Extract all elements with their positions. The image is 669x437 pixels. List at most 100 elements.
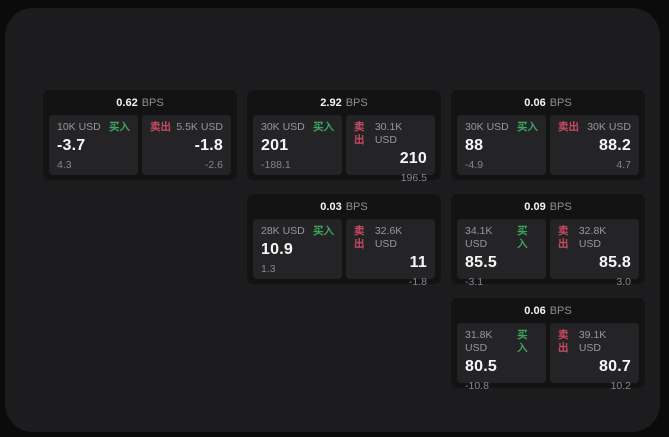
buy-side-label: 买入 — [517, 121, 538, 133]
sell-quote-tile[interactable]: 卖出 5.5K USD -1.8 -2.6 — [142, 115, 231, 175]
spread-header: 0.62 BPS — [43, 90, 237, 115]
buy-side-label: 买入 — [313, 121, 334, 133]
buy-change: 4.3 — [57, 159, 72, 171]
sell-side-label: 卖出 — [150, 121, 171, 133]
bps-value: 0.06 — [524, 96, 546, 109]
quote-body: 10K USD 买入 -3.7 4.3 卖出 5.5K USD -1.8 -2.… — [43, 115, 237, 175]
sell-amount: 39.1K USD — [578, 329, 607, 354]
buy-change: -10.8 — [465, 380, 489, 392]
app-canvas: 0.62 BPS 10K USD 买入 -3.7 4.3 卖出 5.5K USD… — [5, 8, 660, 432]
buy-tile-header: 34.1K USD 买入 — [465, 225, 538, 251]
buy-quote-tile[interactable]: 30K USD 买入 201 -188.1 — [253, 115, 342, 175]
buy-amount: 34.1K USD — [465, 225, 493, 250]
buy-change: -3.1 — [465, 276, 484, 288]
quote-card: 0.62 BPS 10K USD 买入 -3.7 4.3 卖出 5.5K USD… — [43, 90, 237, 180]
sell-price: 80.7 — [599, 358, 631, 375]
spread-header: 0.06 BPS — [451, 90, 645, 115]
buy-amount: 30K USD — [261, 121, 305, 133]
sell-change: 4.7 — [616, 159, 631, 171]
sell-change: -1.8 — [408, 276, 427, 288]
spread-header: 2.92 BPS — [247, 90, 441, 115]
sell-side-label: 卖出 — [558, 121, 579, 133]
sell-quote-tile[interactable]: 卖出 32.6K USD 11 -1.8 — [346, 219, 435, 288]
buy-side-label: 买入 — [517, 225, 528, 250]
sell-tile-header: 卖出 30.1K USD — [354, 121, 427, 147]
buy-change: 1.3 — [261, 263, 276, 275]
buy-quote-tile[interactable]: 30K USD 买入 88 -4.9 — [457, 115, 546, 175]
buy-price: 85.5 — [465, 254, 497, 271]
sell-quote-tile[interactable]: 卖出 39.1K USD 80.7 10.2 — [550, 323, 639, 392]
quote-card: 0.06 BPS 31.8K USD 买入 80.5 -10.8 卖出 39.1… — [451, 298, 645, 392]
quote-card: 0.06 BPS 30K USD 买入 88 -4.9 卖出 30K USD 8… — [451, 90, 645, 180]
sell-quote-tile[interactable]: 卖出 30.1K USD 210 196.5 — [346, 115, 435, 184]
sell-tile-header: 卖出 30K USD — [558, 121, 631, 134]
sell-tile-header: 卖出 5.5K USD — [150, 121, 223, 134]
buy-tile-header: 10K USD 买入 — [57, 121, 130, 134]
sell-side-label: 卖出 — [354, 121, 365, 146]
bps-value: 0.09 — [524, 200, 546, 213]
buy-side-label: 买入 — [517, 329, 528, 354]
buy-side-label: 买入 — [109, 121, 130, 133]
bps-value: 0.03 — [320, 200, 342, 213]
sell-side-label: 卖出 — [354, 225, 365, 250]
sell-quote-tile[interactable]: 卖出 30K USD 88.2 4.7 — [550, 115, 639, 175]
bps-unit-label: BPS — [549, 96, 572, 109]
spread-header: 0.09 BPS — [451, 194, 645, 219]
bps-unit-label: BPS — [345, 200, 368, 213]
sell-amount: 30.1K USD — [374, 121, 403, 146]
sell-price: -1.8 — [194, 137, 223, 154]
buy-tile-header: 28K USD 买入 — [261, 225, 334, 238]
sell-price: 210 — [399, 150, 427, 167]
sell-price: 85.8 — [599, 254, 631, 271]
buy-quote-tile[interactable]: 34.1K USD 买入 85.5 -3.1 — [457, 219, 546, 288]
quote-card: 0.09 BPS 34.1K USD 买入 85.5 -3.1 卖出 32.8K… — [451, 194, 645, 288]
buy-price: 201 — [261, 137, 289, 154]
buy-price: 80.5 — [465, 358, 497, 375]
buy-price: 10.9 — [261, 241, 293, 258]
bps-unit-label: BPS — [141, 96, 164, 109]
quote-body: 31.8K USD 买入 80.5 -10.8 卖出 39.1K USD 80.… — [451, 323, 645, 392]
buy-price: 88 — [465, 137, 484, 154]
quote-card: 2.92 BPS 30K USD 买入 201 -188.1 卖出 30.1K … — [247, 90, 441, 184]
bps-unit-label: BPS — [345, 96, 368, 109]
bps-value: 0.62 — [116, 96, 138, 109]
buy-side-label: 买入 — [313, 225, 334, 237]
bps-value: 2.92 — [320, 96, 342, 109]
buy-quote-tile[interactable]: 28K USD 买入 10.9 1.3 — [253, 219, 342, 279]
sell-change: 10.2 — [610, 380, 631, 392]
sell-amount: 30K USD — [587, 121, 631, 133]
buy-change: -188.1 — [261, 159, 291, 171]
sell-tile-header: 卖出 39.1K USD — [558, 329, 631, 355]
spread-header: 0.03 BPS — [247, 194, 441, 219]
spread-header: 0.06 BPS — [451, 298, 645, 323]
sell-amount: 5.5K USD — [176, 121, 223, 133]
quote-body: 28K USD 买入 10.9 1.3 卖出 32.6K USD 11 -1.8 — [247, 219, 441, 288]
buy-quote-tile[interactable]: 31.8K USD 买入 80.5 -10.8 — [457, 323, 546, 392]
buy-quote-tile[interactable]: 10K USD 买入 -3.7 4.3 — [49, 115, 138, 175]
sell-price: 11 — [409, 254, 427, 271]
buy-amount: 28K USD — [261, 225, 305, 237]
quote-card: 0.03 BPS 28K USD 买入 10.9 1.3 卖出 32.6K US… — [247, 194, 441, 288]
bps-unit-label: BPS — [549, 304, 572, 317]
buy-tile-header: 30K USD 买入 — [465, 121, 538, 134]
sell-change: 3.0 — [616, 276, 631, 288]
sell-change: 196.5 — [400, 172, 427, 184]
sell-change: -2.6 — [204, 159, 223, 171]
buy-amount: 10K USD — [57, 121, 101, 133]
buy-amount: 30K USD — [465, 121, 509, 133]
sell-side-label: 卖出 — [558, 225, 569, 250]
quote-body: 30K USD 买入 201 -188.1 卖出 30.1K USD 210 1… — [247, 115, 441, 184]
buy-tile-header: 31.8K USD 买入 — [465, 329, 538, 355]
sell-price: 88.2 — [599, 137, 631, 154]
sell-tile-header: 卖出 32.6K USD — [354, 225, 427, 251]
sell-quote-tile[interactable]: 卖出 32.8K USD 85.8 3.0 — [550, 219, 639, 288]
buy-tile-header: 30K USD 买入 — [261, 121, 334, 134]
sell-amount: 32.8K USD — [578, 225, 607, 250]
bps-unit-label: BPS — [549, 200, 572, 213]
quote-body: 34.1K USD 买入 85.5 -3.1 卖出 32.8K USD 85.8… — [451, 219, 645, 288]
sell-amount: 32.6K USD — [374, 225, 403, 250]
bps-value: 0.06 — [524, 304, 546, 317]
sell-side-label: 卖出 — [558, 329, 569, 354]
buy-price: -3.7 — [57, 137, 86, 154]
quote-body: 30K USD 买入 88 -4.9 卖出 30K USD 88.2 4.7 — [451, 115, 645, 175]
